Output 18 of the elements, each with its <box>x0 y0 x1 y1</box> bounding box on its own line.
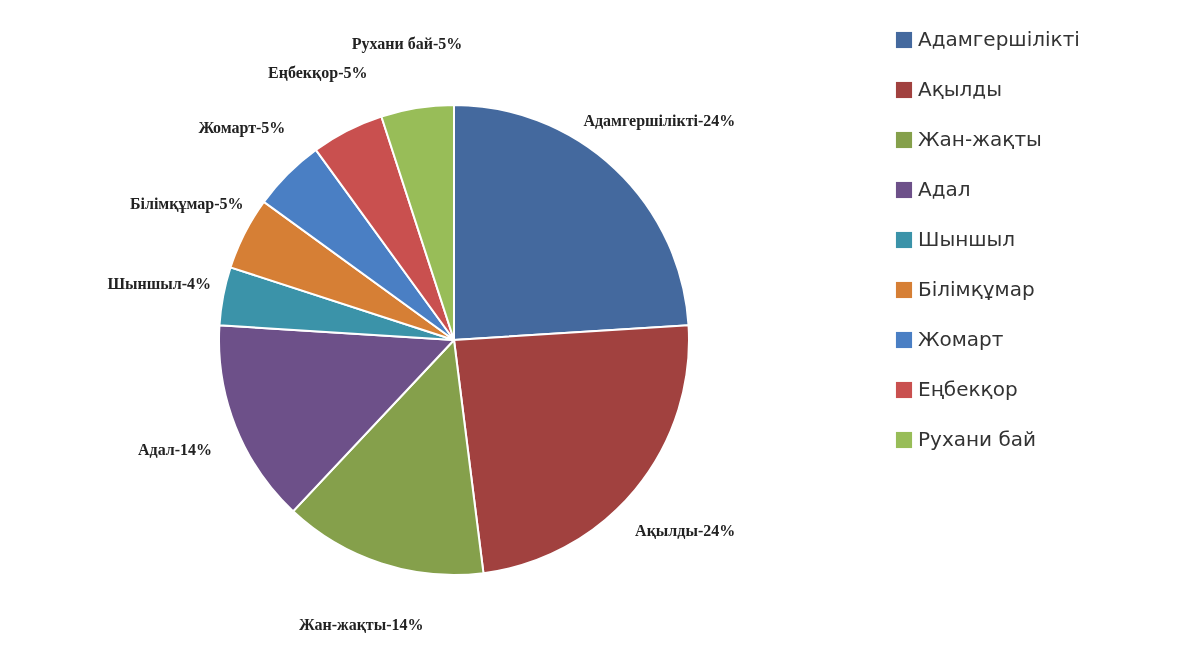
data-label: Адал-14% <box>138 441 213 459</box>
data-label: Ақылды-24% <box>635 522 736 540</box>
data-label: Білімқұмар-5% <box>129 194 244 213</box>
legend-label: Шыншыл <box>918 227 1016 251</box>
legend-label: Жан-жақты <box>918 127 1042 151</box>
data-label: Шыншыл-4% <box>107 274 212 292</box>
legend-label: Адамгершілікті <box>918 27 1080 51</box>
data-label: Рухани бай-5% <box>351 34 463 53</box>
legend-label: Білімқұмар <box>918 277 1035 301</box>
data-label: Жан-жақты-14% <box>299 616 424 634</box>
legend-label: Еңбекқор <box>918 377 1018 401</box>
legend-label: Адал <box>918 177 971 201</box>
data-label: Жомарт-5% <box>198 118 286 137</box>
legend-label: Жомарт <box>918 327 1004 351</box>
data-label: Адамгершілікті-24% <box>583 112 736 131</box>
data-label: Еңбекқор-5% <box>268 63 368 82</box>
legend-label: Ақылды <box>918 77 1002 101</box>
legend-label: Рухани бай <box>918 427 1037 451</box>
